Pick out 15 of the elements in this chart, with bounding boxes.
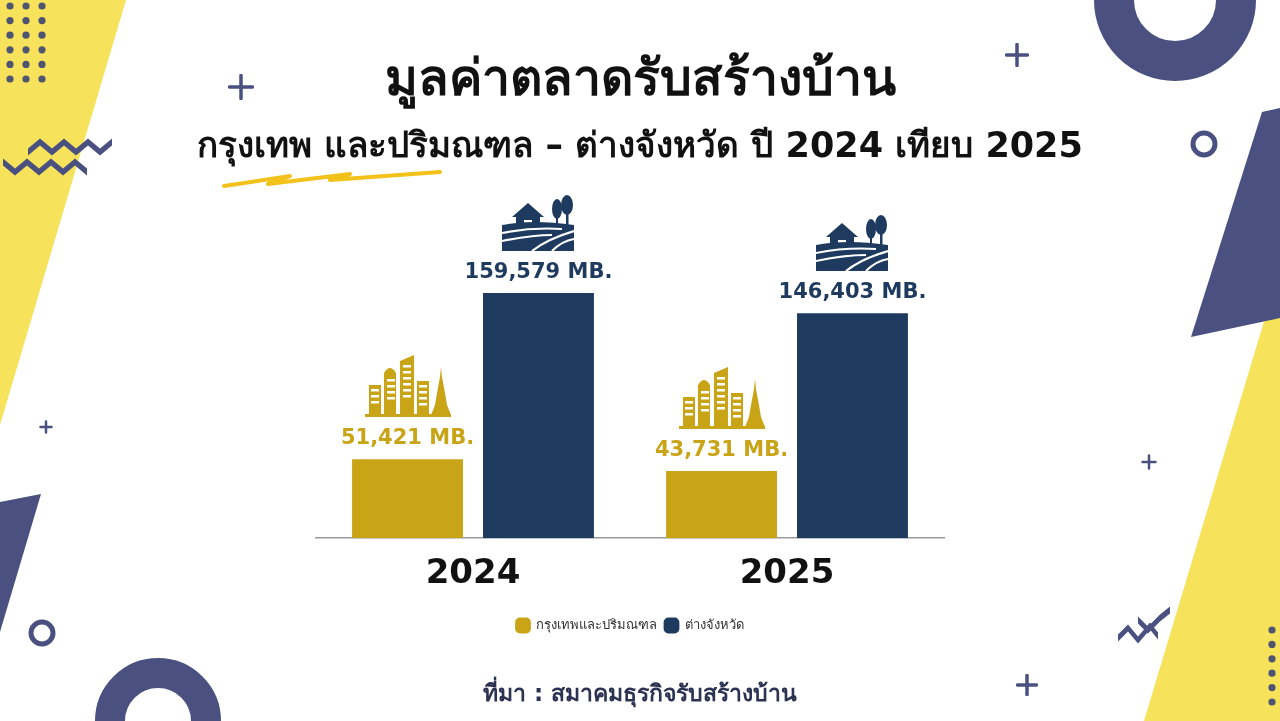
- data-label: 51,421 MB.: [340, 425, 475, 450]
- x-tick-label: 2024: [425, 551, 521, 592]
- bar: [666, 471, 777, 539]
- legend-label: กรุงเทพและปริมณฑล: [536, 616, 657, 633]
- x-tick-label: 2025: [739, 551, 835, 592]
- legend-label: ต่างจังหวัด: [684, 616, 744, 632]
- chart-subtitle: กรุงเทพ และปริมณฑล – ต่างจังหวัด ปี 2024 เทียบ 2025: [196, 124, 1084, 168]
- bar: [352, 459, 463, 539]
- chart-title: มูลค่าตลาดรับสร้างบ้าน: [383, 48, 897, 110]
- data-label: 146,403 MB.: [778, 279, 927, 304]
- data-label: 43,731 MB.: [654, 436, 789, 461]
- text: ที่มา : สมาคมธุรกิจรับสร้างบ้าน: [481, 676, 799, 710]
- data-label: 159,579 MB.: [464, 258, 613, 283]
- bar: [483, 293, 594, 539]
- bar: [797, 313, 908, 539]
